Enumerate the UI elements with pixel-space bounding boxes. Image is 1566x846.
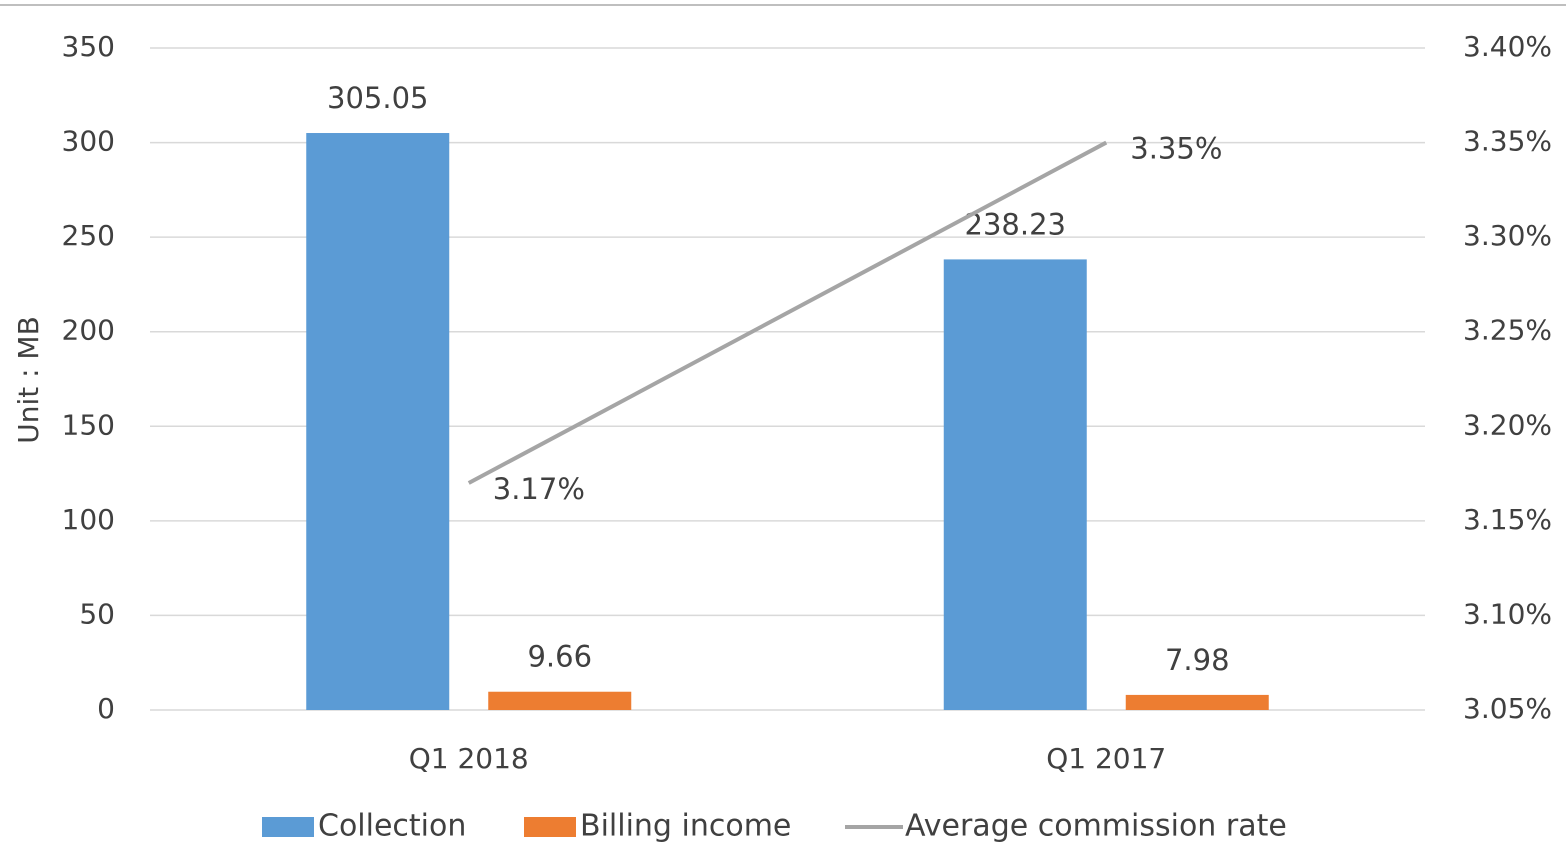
y-tick-label: 300 (62, 125, 115, 158)
bar-value-label: 9.66 (527, 640, 592, 674)
legend-label: Billing income (580, 809, 791, 844)
y-tick-label: 150 (62, 408, 115, 441)
x-tick-label: Q1 2018 (409, 742, 529, 775)
bar (306, 133, 450, 710)
y-tick-label: 50 (79, 597, 115, 630)
bar-value-label: 7.98 (1165, 643, 1230, 677)
y-tick-label: 250 (62, 219, 115, 252)
line-value-label: 3.35% (1130, 132, 1222, 166)
y2-tick-label: 3.15% (1463, 503, 1552, 536)
y2-tick-label: 3.10% (1463, 597, 1552, 630)
y-tick-label: 100 (62, 503, 115, 536)
line-value-label: 3.17% (493, 472, 585, 506)
y-tick-label: 350 (62, 30, 115, 63)
y2-tick-label: 3.40% (1463, 30, 1552, 63)
legend-swatch (262, 817, 314, 837)
y2-tick-label: 3.30% (1463, 219, 1552, 252)
y-tick-label: 200 (62, 314, 115, 347)
y2-tick-label: 3.05% (1463, 692, 1552, 725)
bar-value-label: 238.23 (965, 207, 1066, 241)
legend-label: Collection (318, 809, 466, 844)
y-tick-label: 0 (97, 692, 115, 725)
x-tick-label: Q1 2017 (1046, 742, 1166, 775)
bar-value-label: 305.05 (327, 81, 428, 115)
y2-tick-label: 3.25% (1463, 314, 1552, 347)
y2-tick-label: 3.20% (1463, 408, 1552, 441)
bar (943, 259, 1087, 710)
legend-swatch (524, 817, 576, 837)
y2-tick-label: 3.35% (1463, 125, 1552, 158)
bar (488, 691, 632, 710)
line (467, 140, 1108, 485)
legend-label: Average commission rate (905, 809, 1287, 844)
y-axis-label: Unit : MB (12, 316, 45, 444)
bar (1125, 694, 1269, 710)
